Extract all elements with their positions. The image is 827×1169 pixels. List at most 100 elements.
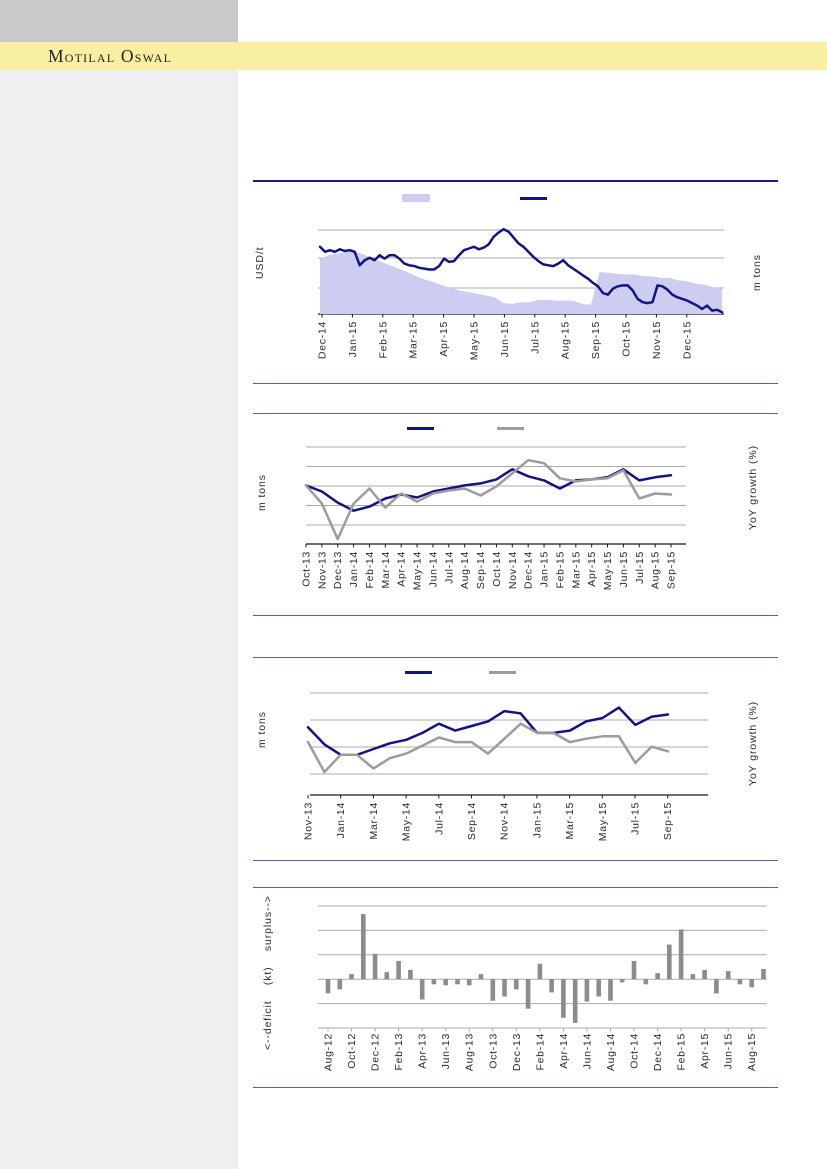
gray-line-series [306,722,670,774]
x-tick-label: Jul-15 [529,321,541,354]
balance-bar [478,974,484,980]
y-axis-title-right: YoY growth (%) [747,701,759,787]
x-tick-label: Jul-14 [433,802,445,835]
price-line-series [318,227,724,314]
x-tick-label: Feb-14 [364,551,376,588]
balance-bar [596,979,601,997]
legend-line-swatch [405,671,432,674]
balance-bar [749,979,754,988]
chart-3-growth-canvas: Nov-13 Jan-14 Mar-14 May-14 Jul-14 Sep-14 Nov-… [303,692,708,841]
x-tick-label: Oct-13 [301,551,313,587]
x-tick-label: Dec-14 [317,321,329,359]
x-tick-label: Apr-14 [396,551,408,587]
x-tick-label: Jun-15 [723,1033,735,1069]
chart-4-balance-canvas: Aug-12 Oct-12 Dec-12 Feb-13 Apr-13 Jun-13 Aug-… [318,905,767,1071]
x-tick-label: Sep-14 [475,551,487,589]
x-tick-label: Jun-15 [499,321,511,357]
balance-bar [561,979,566,1018]
balance-bar [466,979,472,986]
x-tick-label: Feb-13 [393,1033,405,1070]
x-tick-label: Mar-15 [408,321,420,358]
x-tick-label: Nov-14 [499,802,511,840]
brand-logo: Motilal Oswal [48,46,173,66]
divider-rule [253,413,778,415]
legend-line-swatch [489,671,516,674]
x-tick-label: Apr-14 [558,1033,570,1069]
x-tick-label: Oct-13 [487,1033,499,1069]
x-tick-label: Aug-14 [605,1033,617,1071]
x-tick-label: Dec-14 [652,1033,664,1071]
balance-bar [502,979,507,997]
x-tick-label: Jun-14 [581,1033,593,1069]
balance-bar [325,979,331,994]
balance-bar [655,973,660,980]
balance-bar [572,979,578,1023]
x-tick-label: Apr-15 [438,321,450,357]
y-axis-title-left: USD/t [254,246,266,280]
x-tick-label: Jul-14 [443,551,455,584]
divider-rule [253,887,778,889]
divider-rule [253,1087,778,1089]
brand-band: Motilal Oswal [0,42,827,70]
x-tick-label: Feb-15 [676,1033,688,1070]
balance-bar [455,979,460,985]
balance-bar [396,960,401,980]
x-tick-label: Feb-15 [377,321,389,358]
x-tick-label: Feb-15 [554,551,566,588]
balance-bar [608,979,613,1001]
x-tick-label: Aug-15 [560,321,572,359]
balance-bar [737,979,743,985]
x-tick-label: Aug-13 [464,1033,476,1071]
x-tick-label: Feb-14 [534,1033,546,1070]
x-tick-label: Mar-14 [368,802,380,839]
divider-rule [253,180,778,182]
balance-bar [431,979,437,985]
x-tick-label: Sep-14 [466,802,478,840]
x-tick-label: Jan-14 [335,802,347,838]
y-axis-title-left: <--deficit (kt) surplus--> [262,895,274,1051]
balance-bar [678,929,684,980]
balance-bar [714,979,719,994]
x-tick-label: Dec-15 [681,321,693,359]
balance-bar [619,979,625,983]
x-tick-label: Aug-14 [459,551,471,589]
y-axis-title-right: m tons [751,254,763,292]
balance-bar [337,979,343,990]
x-tick-label: Nov-14 [507,551,519,589]
divider-rule [253,657,778,659]
x-tick-label: Sep-15 [666,551,678,589]
balance-bar [584,979,590,1002]
navy-line-series [306,706,670,757]
x-tick-label: Jun-14 [427,551,439,587]
x-tick-label: Aug-12 [323,1033,335,1071]
y-axis-title-right: YoY growth (%) [747,445,759,531]
divider-rule [253,383,778,385]
x-tick-label: Oct-15 [621,321,633,357]
y-axis-title-left: m tons [256,711,268,749]
x-tick-label: Mar-14 [380,551,392,588]
balance-bar [361,914,366,980]
x-tick-label: May-14 [412,551,424,590]
x-tick-label: Nov-13 [316,551,328,589]
chart-1-price-inventory-canvas: Dec-14 Jan-15 Feb-15 Mar-15 Apr-15 May-15 Jun-… [317,227,724,360]
x-tick-label: Oct-14 [629,1033,641,1069]
x-tick-label: Jan-15 [347,321,359,357]
balance-bar [525,979,531,1009]
balance-bar [725,971,731,980]
legend-area-swatch [402,194,430,202]
balance-bar [702,969,707,980]
balance-bar [643,979,649,985]
x-tick-label: Jun-15 [618,551,630,587]
x-tick-label: Dec-14 [523,551,535,589]
balance-bar [384,972,390,980]
x-tick-label: Apr-15 [699,1033,711,1069]
x-tick-label: Jan-15 [531,802,543,838]
x-tick-label: Jul-15 [634,551,646,584]
balance-bar [514,979,519,990]
x-tick-label: Jan-15 [539,551,551,587]
x-tick-label: Oct-14 [491,551,503,587]
left-sidebar [0,0,238,1169]
inventory-area-series [320,251,722,314]
x-tick-label: Oct-12 [346,1033,358,1069]
